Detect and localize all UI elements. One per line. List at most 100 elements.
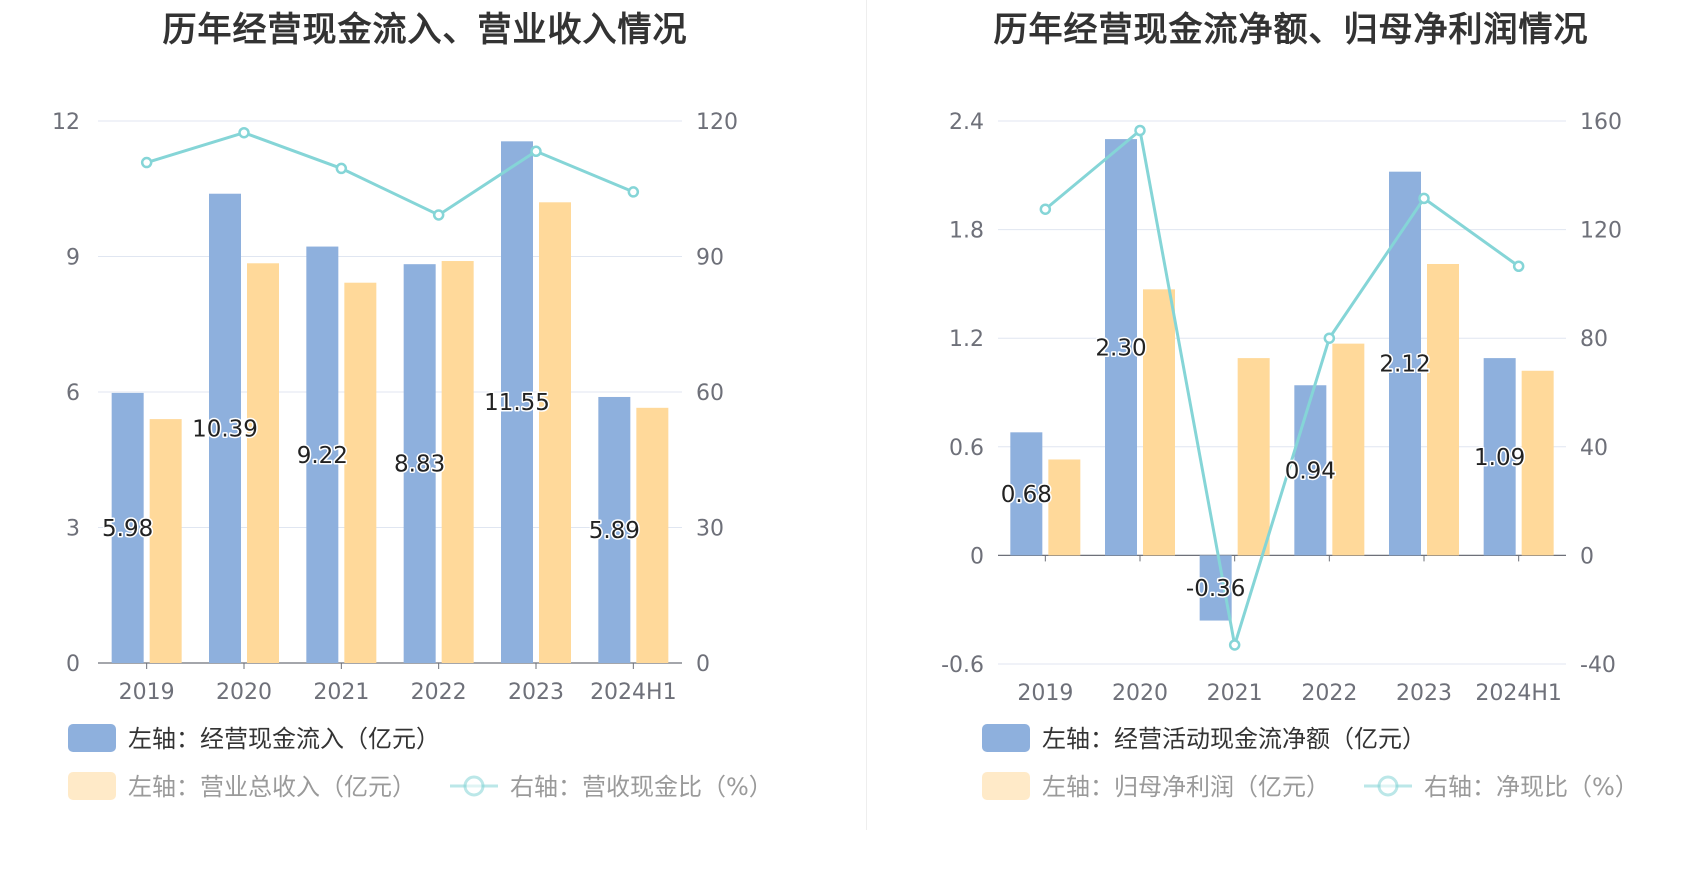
panel-divider [866, 0, 867, 830]
y-left-tick-label: 0 [66, 652, 80, 677]
bar [1483, 358, 1516, 556]
legend-swatch [463, 775, 485, 797]
x-tick-label: 2022 [1301, 681, 1357, 706]
y-left-tick-label: 12 [52, 110, 80, 135]
legend-label: 右轴：净现比（%） [1424, 773, 1639, 801]
line-point [1512, 260, 1525, 273]
y-left-tick-label: -0.6 [941, 653, 984, 678]
data-label: -0.36 [1186, 576, 1246, 602]
bar [636, 407, 669, 663]
bar [1294, 385, 1327, 556]
y-left-tick-label: 3 [66, 517, 80, 542]
data-label: 2.30 [1095, 335, 1146, 361]
bar [209, 193, 241, 664]
legend-item: 右轴：营收现金比（%） [450, 773, 773, 801]
bar [247, 263, 279, 663]
data-label: 10.39 [192, 416, 258, 442]
y-right-tick-label: 90 [696, 246, 724, 271]
y-left-tick-label: 0.6 [949, 436, 984, 461]
legend-item: 左轴：经营活动现金流净额（亿元） [982, 724, 1426, 753]
legend-swatch [68, 772, 116, 800]
y-right-tick-label: 120 [696, 110, 738, 135]
x-tick-label: 2022 [411, 680, 467, 705]
bar [598, 396, 631, 663]
bar [1199, 555, 1232, 621]
y-right-tick-label: 40 [1580, 436, 1608, 461]
line-point [238, 126, 250, 139]
y-left-tick-label: 1.8 [949, 219, 984, 244]
chart-svg: 0 0 3 30 6 60 9 90 12 120 2019 2020 2021 2022 2023 2024… [52, 110, 773, 801]
bar [1048, 459, 1081, 556]
y-right-tick-label: 80 [1580, 327, 1608, 352]
y-right-tick-label: 60 [696, 381, 724, 406]
data-label: 5.98 [102, 516, 153, 542]
x-tick-label: 2023 [508, 680, 564, 705]
x-tick-label: 2024H1 [590, 680, 677, 705]
x-tick-label: 2021 [1207, 681, 1263, 706]
line-point [1134, 124, 1146, 137]
bar [149, 419, 182, 663]
legend-label: 左轴：归母净利润（亿元） [1042, 773, 1330, 801]
bar [1010, 432, 1043, 556]
y-right-tick-label: 30 [696, 517, 724, 542]
y-right-tick-label: 120 [1580, 219, 1622, 244]
chart-svg: -0.6 -40 0 0 0.6 40 1.2 80 1.8 120 2.4 160 2019 2020 2… [941, 110, 1639, 801]
bar [1427, 263, 1459, 556]
line-point [432, 209, 445, 221]
legend-swatch [982, 724, 1030, 752]
bar [1105, 139, 1137, 556]
bar [1332, 343, 1365, 556]
legend-label: 左轴：经营现金流入（亿元） [128, 725, 440, 753]
legend-label: 左轴：营业总收入（亿元） [128, 773, 416, 801]
data-label: 5.89 [589, 518, 640, 544]
bar [539, 202, 571, 664]
chart-panel-cashflow-revenue: 历年经营现金流入、营业收入情况 0 0 3 30 6 60 9 90 12 120 2019 2020… [52, 10, 773, 801]
x-tick-label: 2021 [313, 680, 369, 705]
chart-title: 历年经营现金流入、营业收入情况 [162, 10, 688, 50]
data-label: 11.55 [484, 390, 550, 416]
line-point [530, 145, 542, 158]
legend-item: 左轴：归母净利润（亿元） [982, 772, 1330, 801]
y-left-tick-label: 6 [66, 381, 80, 406]
y-left-tick-label: 9 [66, 246, 80, 271]
bar [306, 246, 339, 663]
series-line [146, 131, 634, 217]
legend-swatch [1377, 775, 1399, 797]
y-right-tick-label: 0 [1580, 544, 1594, 569]
x-tick-label: 2019 [1017, 681, 1073, 706]
y-left-tick-label: 1.2 [949, 327, 984, 352]
chart-panel-netcash-profit: 历年经营现金流净额、归母净利润情况 -0.6 -40 0 0 0.6 40 1.2 80 1.8… [866, 0, 1700, 874]
legend-swatch [982, 772, 1030, 800]
bar [1237, 358, 1270, 556]
bar [1389, 171, 1421, 556]
chart-title: 历年经营现金流净额、归母净利润情况 [993, 10, 1589, 50]
legend-item: 左轴：营业总收入（亿元） [68, 772, 416, 801]
legend-item: 右轴：净现比（%） [1364, 773, 1639, 801]
y-right-tick-label: -40 [1580, 653, 1616, 678]
line-point [1323, 332, 1336, 344]
bar [441, 261, 474, 663]
bar [501, 141, 533, 663]
x-tick-label: 2023 [1396, 681, 1452, 706]
legend-label: 左轴：经营活动现金流净额（亿元） [1042, 725, 1426, 753]
legend-swatch [68, 724, 116, 752]
data-label: 0.68 [1001, 482, 1052, 508]
x-tick-label: 2019 [119, 680, 175, 705]
data-label: 2.12 [1379, 352, 1430, 378]
x-tick-label: 2020 [216, 680, 272, 705]
line-point [1228, 639, 1241, 651]
legend-item: 左轴：经营现金流入（亿元） [68, 724, 440, 753]
y-right-tick-label: 0 [696, 652, 710, 677]
legend-label: 右轴：营收现金比（%） [510, 773, 773, 801]
bar [111, 392, 144, 663]
bar [344, 282, 377, 663]
y-left-tick-label: 0 [970, 544, 984, 569]
data-label: 0.94 [1285, 458, 1336, 484]
line-point [335, 162, 348, 175]
line-point [140, 156, 153, 169]
bar [1143, 289, 1175, 556]
series-line [1044, 127, 1520, 646]
data-label: 8.83 [394, 452, 445, 478]
data-label: 9.22 [297, 443, 348, 469]
bar [403, 264, 436, 663]
